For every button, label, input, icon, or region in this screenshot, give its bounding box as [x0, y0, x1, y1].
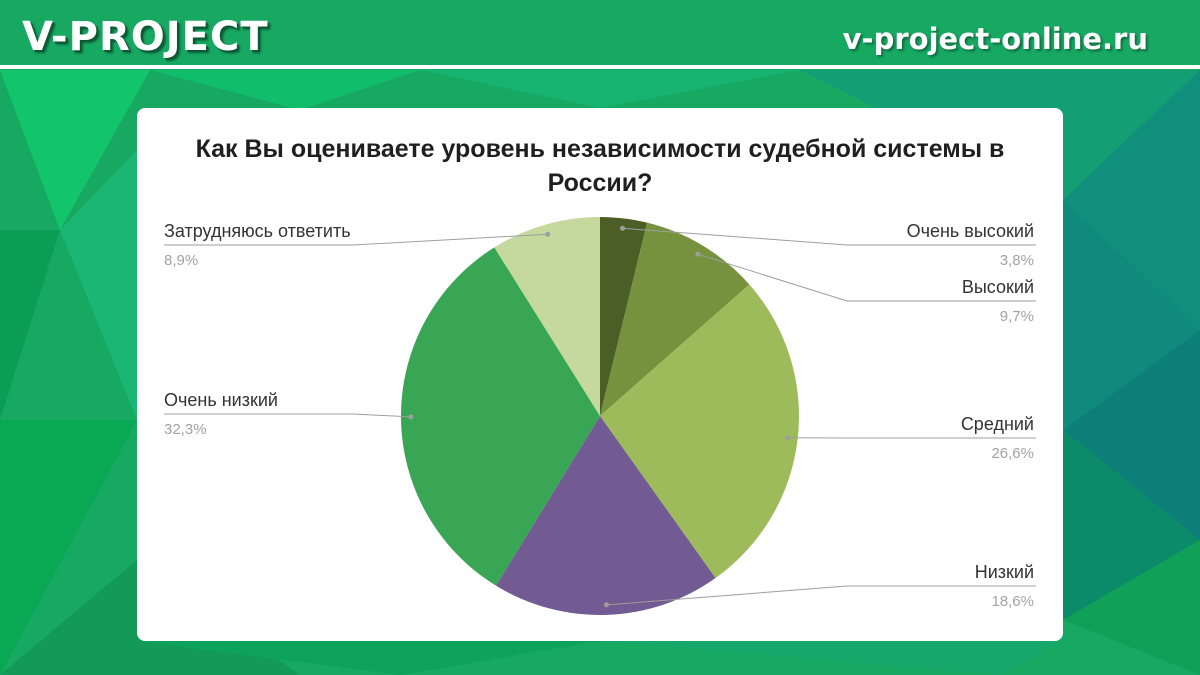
leader-dot-very-low [408, 414, 414, 420]
site-url: v-project-online.ru [842, 22, 1148, 56]
pie-slice-very-high [600, 217, 648, 416]
pie-slice-very-low [400, 247, 600, 586]
chart-title: Как Вы оцениваете уровень независимости … [195, 135, 1005, 197]
callout-very-high: Очень высокий 3,8% [620, 221, 1036, 269]
category-label-very-low: Очень низкий [164, 390, 278, 410]
leader-line-high [697, 253, 1036, 302]
value-label-undecided: 8,9% [164, 252, 198, 269]
leader-dot-undecided [545, 231, 551, 237]
pie-slice-medium [600, 284, 799, 579]
leader-line-undecided [164, 233, 548, 246]
callout-very-low: Очень низкий 32,3% [164, 390, 414, 438]
category-label-low: Низкий [975, 562, 1034, 582]
category-label-undecided: Затрудняюсь ответить [164, 221, 351, 241]
category-label-high: Высокий [962, 277, 1034, 297]
pie-slice-high [600, 222, 750, 416]
leader-line-very-low [164, 413, 412, 418]
value-label-low: 18,6% [991, 593, 1034, 610]
header-divider [0, 65, 1200, 69]
category-label-medium: Средний [961, 414, 1034, 434]
callout-high: Высокий 9,7% [695, 251, 1036, 325]
pie-chart: Очень высокий 3,8% Высокий 9,7% Средний 26,6%… [164, 217, 1036, 616]
chart-card: Как Вы оцениваете уровень независимости … [137, 108, 1063, 641]
leader-line-very-high [622, 227, 1036, 246]
brand-logo: V-PROJECT [22, 14, 269, 60]
leader-dot-very-high [620, 225, 625, 231]
leader-dot-low [604, 602, 609, 608]
callout-undecided: Затрудняюсь ответить 8,9% [164, 221, 551, 269]
callout-low: Низкий 18,6% [604, 562, 1036, 610]
value-label-high: 9,7% [1000, 308, 1034, 325]
value-label-medium: 26,6% [991, 445, 1034, 462]
value-label-very-low: 32,3% [164, 421, 207, 438]
callout-medium: Средний 26,6% [785, 414, 1036, 462]
pie-slice-low [495, 416, 716, 616]
value-label-very-high: 3,8% [1000, 252, 1034, 269]
leader-dot-medium [785, 435, 791, 441]
leader-line-low [606, 585, 1036, 606]
leader-dot-high [695, 251, 701, 257]
category-label-very-high: Очень высокий [907, 221, 1034, 241]
pie-slice-undecided [494, 217, 600, 416]
